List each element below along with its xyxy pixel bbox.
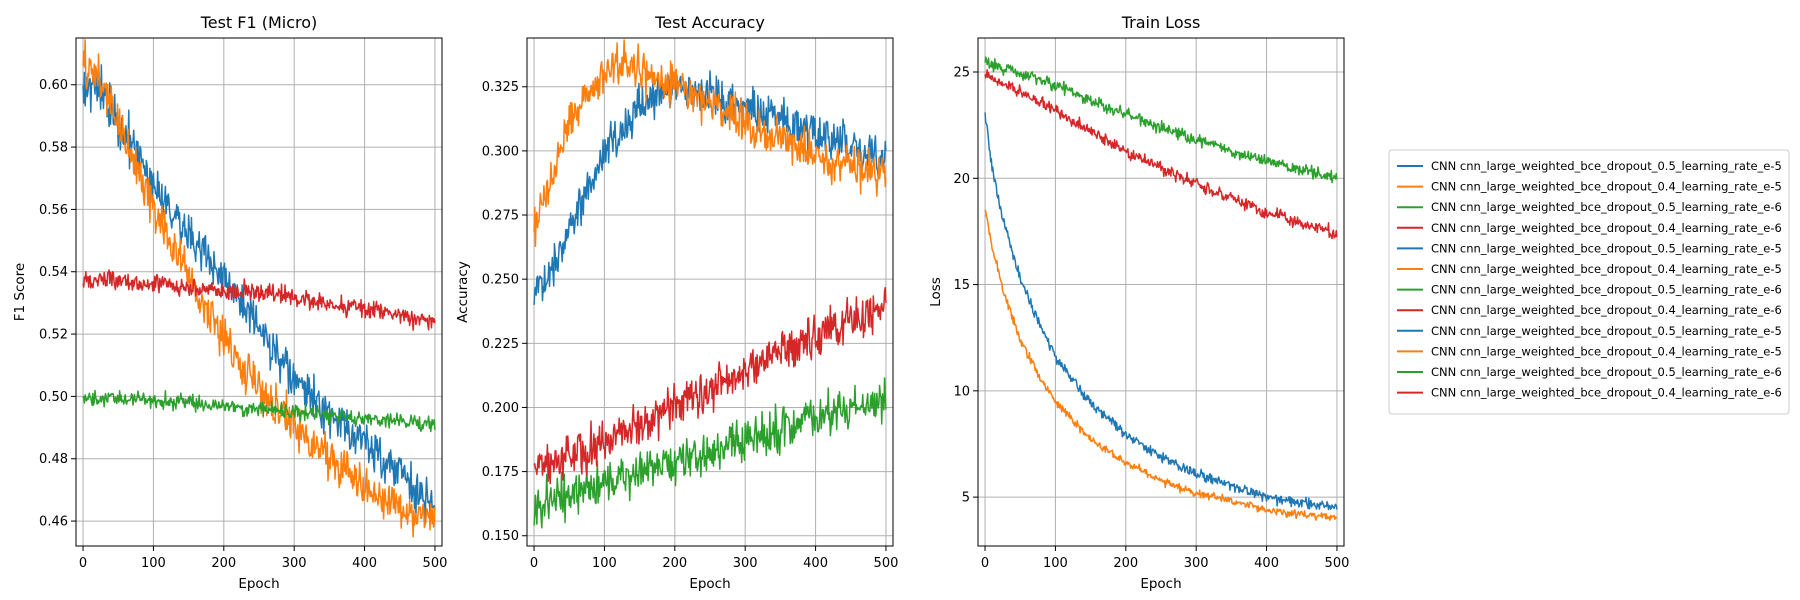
- x-tick-label-2: 200: [1113, 556, 1138, 571]
- x-tick-label-0: 0: [79, 556, 87, 571]
- series-line-3: [533, 377, 887, 529]
- x-tick-label-4: 400: [803, 556, 828, 571]
- y-tick-label-0: 0.46: [39, 515, 68, 530]
- chart-panel-1: 0 100 200 300 400 500 0.46 0.48 0.50 0.52 0.54 0.56…: [12, 13, 447, 592]
- y-axis-label: Loss: [928, 277, 944, 307]
- plot-frame: [977, 37, 1345, 547]
- y-tick-label-7: 0.325: [482, 80, 519, 95]
- legend-label: CNN cnn_large_weighted_bce_dropout_0.5_l…: [1431, 324, 1782, 338]
- y-tick-label-2: 0.50: [39, 390, 68, 405]
- x-axis-label: Epoch: [689, 576, 730, 592]
- y-tick-label-6: 0.300: [482, 144, 519, 159]
- x-tick-label-4: 400: [352, 556, 377, 571]
- y-tick-label-3: 0.52: [39, 328, 68, 343]
- plot-frame: [526, 37, 894, 547]
- y-tick-label-5: 0.56: [39, 203, 68, 218]
- x-tick-label-0: 0: [981, 556, 989, 571]
- legend-label: CNN cnn_large_weighted_bce_dropout_0.4_l…: [1431, 180, 1782, 194]
- chart-title: Test F1 (Micro): [200, 13, 318, 32]
- legend-entry-7: CNN cnn_large_weighted_bce_dropout_0.5_l…: [1397, 283, 1782, 297]
- x-tick-label-5: 500: [423, 556, 448, 571]
- series-line-1: [984, 112, 1338, 511]
- legend-label: CNN cnn_large_weighted_bce_dropout_0.5_l…: [1431, 241, 1782, 255]
- legend-frame: [1388, 149, 1790, 415]
- y-tick-label-1: 0.175: [482, 465, 519, 480]
- legend-label: CNN cnn_large_weighted_bce_dropout_0.5_l…: [1431, 283, 1782, 297]
- x-tick-label-4: 400: [1254, 556, 1279, 571]
- x-tick-label-5: 500: [1325, 556, 1350, 571]
- panels: 0 100 200 300 400 5000.460.480.500.520.540.56…: [12, 13, 1349, 592]
- legend-entry-12: CNN cnn_large_weighted_bce_dropout_0.4_l…: [1397, 386, 1782, 400]
- x-tick-label-3: 300: [733, 556, 758, 571]
- series-line-3: [984, 56, 1338, 184]
- legend-entry-3: CNN cnn_large_weighted_bce_dropout_0.5_l…: [1397, 200, 1782, 214]
- y-axis-label: Accuracy: [455, 261, 471, 323]
- legend-label: CNN cnn_large_weighted_bce_dropout_0.4_l…: [1431, 386, 1782, 400]
- legend-entry-8: CNN cnn_large_weighted_bce_dropout_0.4_l…: [1397, 303, 1782, 317]
- legend-label: CNN cnn_large_weighted_bce_dropout_0.4_l…: [1431, 262, 1782, 276]
- y-tick-label-4: 25: [953, 66, 970, 81]
- series-line-4: [82, 269, 436, 331]
- legend-label: CNN cnn_large_weighted_bce_dropout_0.4_l…: [1431, 221, 1782, 235]
- legend-label: CNN cnn_large_weighted_bce_dropout_0.5_l…: [1431, 159, 1782, 173]
- legend-label: CNN cnn_large_weighted_bce_dropout_0.4_l…: [1431, 344, 1782, 358]
- x-tick-label-1: 100: [141, 556, 166, 571]
- legend-entry-5: CNN cnn_large_weighted_bce_dropout_0.5_l…: [1397, 241, 1782, 255]
- y-tick-label-2: 0.200: [482, 401, 519, 416]
- x-tick-label-3: 300: [1184, 556, 1209, 571]
- chart-panel-2: 0 100 200 300 400 500 0.150 0.175 0.200 0.225 0.25…: [455, 13, 898, 592]
- y-tick-label-1: 0.48: [39, 452, 68, 467]
- legend-label: CNN cnn_large_weighted_bce_dropout_0.5_l…: [1431, 365, 1782, 379]
- legend-entry-4: CNN cnn_large_weighted_bce_dropout_0.4_l…: [1397, 221, 1782, 235]
- chart-title: Test Accuracy: [654, 13, 765, 32]
- chart-panel-3: 0 100 200 300 400 500 5 10 15 20 25 Train Loss Epoch…: [928, 13, 1349, 592]
- y-tick-label-2: 15: [953, 278, 970, 293]
- x-tick-label-5: 500: [874, 556, 899, 571]
- legend-entry-6: CNN cnn_large_weighted_bce_dropout_0.4_l…: [1397, 262, 1782, 276]
- y-tick-label-4: 0.250: [482, 273, 519, 288]
- legend-entry-2: CNN cnn_large_weighted_bce_dropout_0.4_l…: [1397, 180, 1782, 194]
- series-line-2: [533, 39, 887, 248]
- series-line-1: [533, 70, 887, 305]
- series-line-4: [533, 286, 887, 485]
- y-axis-label: F1 Score: [12, 263, 28, 321]
- legend-label: CNN cnn_large_weighted_bce_dropout_0.4_l…: [1431, 303, 1782, 317]
- x-tick-label-2: 200: [211, 556, 236, 571]
- y-tick-label-3: 20: [953, 172, 970, 187]
- chart-title: Train Loss: [1121, 13, 1201, 32]
- x-tick-label-2: 200: [662, 556, 687, 571]
- legend-entry-11: CNN cnn_large_weighted_bce_dropout_0.5_l…: [1397, 365, 1782, 379]
- series-line-2: [82, 39, 436, 538]
- legend-entry-1: CNN cnn_large_weighted_bce_dropout_0.5_l…: [1397, 159, 1782, 173]
- x-tick-label-1: 100: [592, 556, 617, 571]
- y-tick-label-6: 0.58: [39, 141, 68, 156]
- x-axis-label: Epoch: [238, 576, 279, 592]
- y-tick-label-5: 0.275: [482, 209, 519, 224]
- legend-label: CNN cnn_large_weighted_bce_dropout_0.5_l…: [1431, 200, 1782, 214]
- series-line-1: [82, 64, 436, 525]
- x-tick-label-0: 0: [530, 556, 538, 571]
- series-line-2: [984, 209, 1338, 521]
- legend-entry-9: CNN cnn_large_weighted_bce_dropout_0.5_l…: [1397, 324, 1782, 338]
- y-tick-label-1: 10: [953, 384, 970, 399]
- legend-entry-10: CNN cnn_large_weighted_bce_dropout_0.4_l…: [1397, 344, 1782, 358]
- y-tick-label-3: 0.225: [482, 337, 519, 352]
- plot-frame: [75, 37, 443, 547]
- series-line-3: [82, 389, 436, 433]
- series-line-4: [984, 69, 1338, 240]
- y-tick-label-7: 0.60: [39, 78, 68, 93]
- legend: CNN cnn_large_weighted_bce_dropout_0.5_l…: [1388, 149, 1790, 415]
- x-tick-label-1: 100: [1043, 556, 1068, 571]
- y-tick-label-4: 0.54: [39, 265, 68, 280]
- y-tick-label-0: 5: [962, 491, 970, 506]
- y-tick-label-0: 0.150: [482, 529, 519, 544]
- x-axis-label: Epoch: [1140, 576, 1181, 592]
- x-tick-label-3: 300: [282, 556, 307, 571]
